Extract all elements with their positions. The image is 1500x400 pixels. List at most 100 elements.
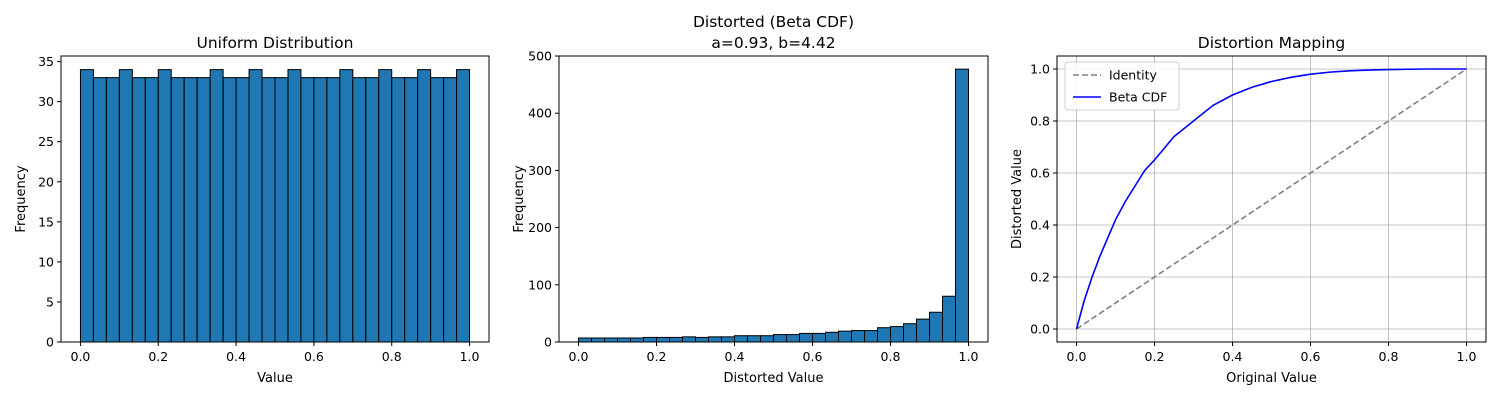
chart-panel-3: 0.0 0.2 0.4 0.6 0.8 1.0 0.0 0.2 0.4 0.6 0.8 1.0 Dist… — [1010, 34, 1487, 386]
histogram-bar — [604, 337, 618, 343]
histogram-bar — [656, 336, 670, 343]
histogram-bar — [456, 69, 471, 343]
histogram-bar — [851, 330, 865, 343]
histogram-bar — [890, 326, 904, 343]
x-tick-label: 0.0 — [569, 349, 589, 364]
histogram-bar — [157, 69, 172, 343]
histogram-bar — [378, 69, 393, 343]
histogram-bar — [786, 334, 800, 343]
y-tick-label: 200 — [528, 220, 552, 235]
histogram-bar — [352, 77, 367, 343]
histogram-bar — [903, 323, 917, 343]
histogram-bar — [877, 327, 891, 343]
legend-label-1: Identity — [1109, 68, 1158, 83]
histogram-bar — [760, 335, 774, 343]
y-tick-label: 400 — [528, 106, 552, 121]
y-tick-label: 0.0 — [1030, 322, 1050, 337]
histogram-bar — [643, 336, 657, 343]
histogram-bar — [79, 69, 94, 343]
x-tick-label: 1.0 — [1457, 349, 1477, 364]
x-tick-label: 0.4 — [1223, 349, 1243, 364]
x-axis-label: Value — [257, 371, 293, 386]
y-tick-label: 0.8 — [1030, 114, 1050, 129]
histogram-bar — [591, 337, 605, 343]
chart-title: Distorted (Beta CDF) a=0.93, b=4.42 — [693, 13, 854, 52]
histogram-bar — [734, 335, 748, 343]
x-tick-label: 0.4 — [725, 349, 745, 364]
series-line-1 — [1076, 68, 1467, 330]
x-tick-label: 1.0 — [460, 349, 480, 364]
histogram-bar — [430, 77, 445, 343]
histogram-bar — [942, 295, 956, 343]
y-axis-label: Frequency — [512, 165, 527, 232]
x-tick-label: 0.0 — [71, 349, 91, 364]
histogram-bar — [578, 337, 592, 343]
x-tick-label: 0.8 — [1379, 349, 1399, 364]
x-tick-label: 0.6 — [304, 349, 324, 364]
histogram-bar — [261, 77, 276, 343]
y-tick-label: 0.6 — [1030, 166, 1050, 181]
y-tick-label: 100 — [528, 277, 552, 292]
series-line-2 — [1075, 68, 1467, 330]
y-tick-label: 10 — [38, 254, 54, 269]
histogram-bar — [391, 77, 406, 343]
histogram-bar — [617, 337, 631, 343]
legend-box — [1064, 61, 1180, 111]
histogram-bar — [799, 332, 813, 343]
histogram-bar — [222, 77, 237, 343]
y-tick-label: 5 — [46, 294, 54, 309]
histogram-bar — [183, 77, 198, 343]
y-tick-label: 15 — [38, 214, 54, 229]
y-tick-label: 0 — [544, 335, 552, 350]
histogram-bar — [630, 337, 644, 343]
histogram-bar — [300, 77, 315, 343]
histogram-bar — [773, 334, 787, 343]
histogram-bar — [443, 77, 458, 343]
histogram-bar — [955, 68, 969, 343]
histogram-bar — [747, 335, 761, 343]
histogram-bar — [144, 77, 159, 343]
histogram-bar — [196, 77, 211, 343]
axes-frame — [1056, 55, 1487, 343]
chart-panel-2: 0.0 0.2 0.4 0.6 0.8 1.0 0 100 200 300 400 500 Distor… — [512, 13, 989, 386]
axes-frame — [60, 55, 490, 343]
histogram-bar — [708, 336, 722, 343]
histogram-bar — [235, 77, 250, 343]
chart-title: Distortion Mapping — [1198, 34, 1345, 52]
histogram-bar — [417, 69, 432, 343]
histogram-bar — [248, 69, 263, 343]
y-axis-label: Distorted Value — [1010, 149, 1025, 249]
x-tick-label: 0.6 — [803, 349, 823, 364]
histogram-bar — [339, 69, 354, 343]
y-tick-label: 1.0 — [1030, 62, 1050, 77]
x-tick-label: 0.0 — [1067, 349, 1087, 364]
chart-title: Uniform Distribution — [197, 34, 354, 52]
histogram-bar — [287, 69, 302, 343]
histogram-bar — [313, 77, 328, 343]
x-tick-label: 1.0 — [959, 349, 979, 364]
x-tick-label: 0.2 — [647, 349, 667, 364]
histogram-bar — [404, 77, 419, 343]
histogram-bar — [326, 77, 341, 343]
legend: Identity Beta CDF — [1064, 61, 1180, 111]
x-tick-label: 0.2 — [1145, 349, 1165, 364]
x-tick-label: 0.6 — [1301, 349, 1321, 364]
histogram-bar — [864, 330, 878, 343]
histogram-bar — [916, 318, 930, 343]
chart-panel-1: 0.0 0.2 0.4 0.6 0.8 1.0 0 5 10 15 20 25 30 35 Uniform … — [14, 34, 490, 386]
y-tick-label: 0 — [46, 335, 54, 350]
histogram-bar — [812, 332, 826, 343]
histogram-bar — [92, 77, 107, 343]
y-tick-label: 0.2 — [1030, 270, 1050, 285]
axes-frame — [558, 55, 989, 343]
histogram-bar — [929, 311, 943, 343]
x-axis-label: Original Value — [1226, 371, 1317, 386]
histogram-bar — [170, 77, 185, 343]
histogram-bar — [721, 336, 735, 343]
x-tick-label: 0.8 — [382, 349, 402, 364]
histogram-bar — [105, 77, 120, 343]
x-tick-label: 0.2 — [148, 349, 168, 364]
y-tick-label: 0.4 — [1030, 218, 1050, 233]
histogram-bar — [274, 77, 289, 343]
histogram-bar — [669, 336, 683, 343]
